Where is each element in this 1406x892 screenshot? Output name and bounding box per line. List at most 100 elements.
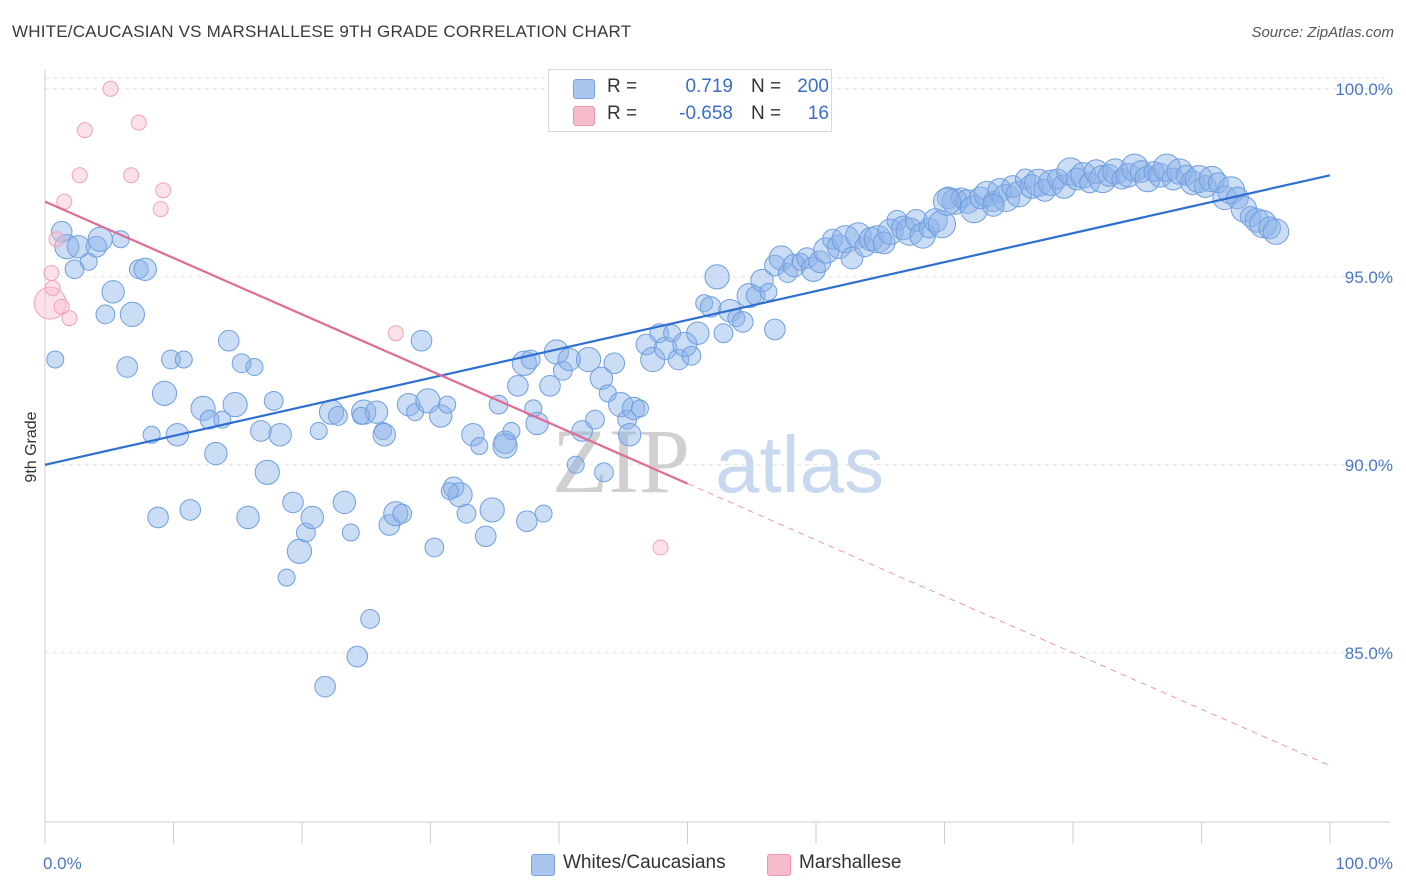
whites-point <box>1180 170 1205 196</box>
watermark: ZIP atlas <box>552 410 884 512</box>
legend-r-value: -0.658 <box>679 103 733 124</box>
whites-point <box>479 497 505 523</box>
whites-point <box>1258 216 1282 240</box>
whites-point <box>328 406 348 426</box>
whites-point <box>539 375 561 397</box>
whites-point <box>782 253 806 278</box>
whites-point <box>133 257 157 281</box>
whites-point <box>731 311 754 333</box>
whites-point <box>314 675 336 698</box>
whites-trend-line <box>44 174 1331 466</box>
marshallese-point <box>123 167 140 184</box>
marshallese-point <box>53 298 70 315</box>
bottom-legend-swatch-whites <box>531 854 555 876</box>
marshallese-point <box>152 201 169 218</box>
whites-point <box>116 356 139 378</box>
marshallese-trend-extension <box>687 483 1331 767</box>
marshallese-point <box>61 310 78 327</box>
whites-point <box>179 499 202 521</box>
whites-point <box>653 336 678 360</box>
marshallese-point <box>102 80 119 97</box>
whites-point <box>621 396 646 421</box>
whites-point <box>507 375 529 397</box>
whites-point <box>277 568 296 587</box>
marshallese-trend-line <box>44 200 688 485</box>
whites-point <box>352 406 371 425</box>
whites-point <box>456 503 477 524</box>
whites-point <box>245 358 264 377</box>
whites-point <box>438 395 457 414</box>
whites-point <box>383 501 409 527</box>
whites-point <box>800 256 827 282</box>
whites-point <box>992 183 1021 212</box>
whites-point <box>282 491 304 514</box>
whites-point <box>764 318 786 341</box>
whites-point <box>1019 174 1045 199</box>
whites-point <box>300 505 324 530</box>
whites-point <box>217 329 240 352</box>
whites-point <box>101 280 125 304</box>
bottom-legend-label-marshallese: Marshallese <box>799 852 902 873</box>
whites-point <box>585 409 605 430</box>
whites-point <box>236 505 260 530</box>
whites-point <box>713 323 734 344</box>
whites-points <box>46 153 1290 698</box>
stats-legend: R = 0.719 N = 200 R = -0.658 N = 16 <box>548 69 832 132</box>
whites-point <box>254 459 280 485</box>
whites-point <box>534 504 553 523</box>
whites-point <box>589 366 614 391</box>
bottom-legend-label-whites: Whites/Caucasians <box>563 852 726 873</box>
whites-point <box>1262 218 1290 245</box>
marshallese-point <box>155 182 172 199</box>
whites-point <box>891 215 916 241</box>
whites-point <box>936 186 960 210</box>
legend-n-label: N = <box>751 76 782 97</box>
whites-point <box>617 423 642 447</box>
bottom-legend-marshallese: Marshallese <box>767 852 927 876</box>
whites-point <box>1207 172 1229 194</box>
whites-point <box>667 348 690 371</box>
legend-r-value: 0.719 <box>685 76 733 97</box>
whites-point <box>250 420 272 442</box>
whites-point <box>461 423 485 447</box>
whites-point <box>147 506 169 529</box>
whites-point <box>904 209 928 232</box>
marshallese-point <box>43 265 60 282</box>
y-tick-label: 95.0% <box>1345 268 1393 287</box>
whites-point <box>927 210 957 239</box>
whites-point <box>295 522 316 543</box>
whites-point <box>151 380 178 406</box>
whites-point <box>174 350 193 369</box>
marshallese-point <box>652 539 669 556</box>
legend-n-label: N = <box>751 103 782 124</box>
whites-point <box>392 503 413 524</box>
marshallese-points <box>33 80 669 556</box>
whites-point <box>440 482 459 501</box>
legend-swatch-marshallese <box>573 106 595 126</box>
whites-point <box>1051 174 1077 199</box>
marshallese-point <box>71 167 88 184</box>
trend-lines <box>44 174 1331 767</box>
whites-point <box>410 329 433 352</box>
whites-point <box>199 409 220 430</box>
legend-row-marshallese: R = -0.658 N = 16 <box>573 103 833 127</box>
marshallese-point <box>387 325 404 342</box>
whites-point <box>360 609 381 629</box>
whites-point <box>85 235 108 258</box>
whites-point <box>704 264 730 290</box>
legend-r-label: R = <box>607 103 638 124</box>
y-tick-label: 100.0% <box>1335 80 1393 99</box>
bottom-legend-swatch-marshallese <box>767 854 791 876</box>
tick-labels: 85.0% 90.0% 95.0% 100.0% 0.0% 100.0% <box>43 80 1393 873</box>
whites-point <box>1065 167 1089 191</box>
whites-point <box>341 523 360 542</box>
legend-n-value: 200 <box>797 76 829 97</box>
marshallese-point <box>33 286 67 320</box>
y-tick-label: 85.0% <box>1345 644 1393 663</box>
whites-point <box>603 352 626 375</box>
whites-point <box>840 246 864 270</box>
whites-point <box>969 186 992 210</box>
chart-title: WHITE/CAUCASIAN VS MARSHALLESE 9TH GRADE… <box>12 22 632 41</box>
whites-point <box>373 421 392 440</box>
